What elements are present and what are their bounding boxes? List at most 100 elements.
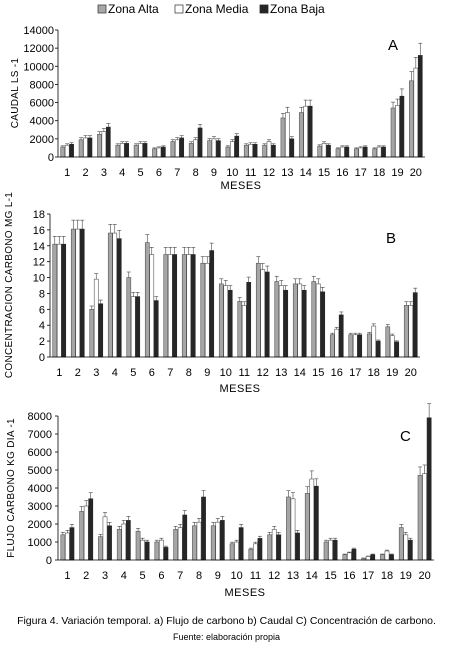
panel-a-x-tick-label: 11	[245, 167, 256, 179]
panel-a-bar-zona-media	[138, 143, 143, 158]
panel-c-bar-zona-alta	[135, 530, 141, 561]
panel-a-bar-zona-media	[266, 141, 272, 158]
panel-c-bar-zona-alta	[98, 536, 103, 561]
panel-a-y-tick-label: 14000	[23, 25, 54, 37]
panel-b-x-tick-label: 2	[75, 367, 81, 379]
panel-c-y-tick-label: 5000	[28, 465, 52, 477]
panel-a-bar-zona-alta	[390, 107, 396, 158]
panel-b-y-tick-label: 10	[33, 273, 45, 285]
panel-c-bar-zona-media	[65, 532, 70, 561]
panel-b-bar-zona-alta	[89, 309, 95, 358]
panel-c-bar-zona-alta	[417, 475, 423, 561]
panel-a-bar-zona-baja	[289, 138, 295, 158]
panel-a-bar-zona-media	[119, 143, 125, 158]
panel-a-bar-zona-alta	[97, 134, 102, 158]
panel-a-x-tick-label: 7	[174, 167, 180, 179]
panel-c-bar-zona-baja	[219, 520, 225, 561]
panel-b-bar-zona-media	[186, 254, 192, 358]
panel-c-bar-zona-alta	[342, 554, 348, 561]
panel-c-x-tick-label: 18	[381, 570, 393, 582]
panel-a-bar-zona-alta	[170, 141, 176, 158]
panel-c-x-tick-label: 1	[64, 570, 70, 582]
panel-c-x-tick-label: 20	[418, 570, 430, 582]
panel-c-bar-zona-media	[365, 556, 371, 561]
panel-c-bar-zona-baja	[370, 554, 376, 561]
panel-c-bar-zona-media	[403, 534, 409, 561]
panel-b-x-tick-label: 11	[239, 367, 250, 379]
panel-a-y-axis-label: CAUDAL LS -1	[10, 58, 21, 129]
panel-b-bar-zona-baja	[227, 289, 233, 358]
panel-a-bar-zona-alta	[133, 144, 139, 158]
panel-b-bar-zona-media	[75, 228, 81, 358]
panel-b-bar-zona-baja	[283, 289, 289, 358]
panel-b-bar-zona-baja	[79, 228, 85, 358]
panel-c-y-tick-label: 0	[46, 555, 52, 567]
panel-b-x-tick-label: 10	[220, 367, 232, 379]
panel-c-bar-zona-baja	[201, 496, 206, 561]
panel-b-bar-zona-baja	[61, 243, 67, 358]
panel-a-bar-zona-media	[101, 131, 107, 158]
panel-a-letter: A	[388, 37, 398, 54]
panel-a-bar-zona-media	[395, 104, 400, 158]
figure-caption: Figura 4. Variación temporal. a) Flujo d…	[17, 615, 436, 627]
panel-b-bar-zona-baja	[320, 291, 326, 358]
panel-b-bar-zona-alta	[348, 334, 354, 358]
panel-c-bar-zona-alta	[398, 527, 404, 561]
panel-c-x-tick-label: 9	[215, 570, 221, 582]
panel-b-bar-zona-media	[334, 328, 340, 358]
panel-a-bar-zona-alta	[115, 144, 121, 158]
panel-b-y-tick-label: 4	[39, 320, 45, 332]
panel-c-bar-zona-media	[159, 539, 164, 561]
panel-c-x-axis-label: MESES	[224, 587, 265, 599]
panel-b-x-tick-label: 19	[386, 367, 398, 379]
panel-a-bar-zona-baja	[234, 135, 240, 158]
panel-a-bar-zona-alta	[188, 143, 194, 158]
panel-b-x-tick-label: 3	[93, 367, 99, 379]
panel-b-x-tick-label: 1	[56, 367, 62, 379]
panel-b-x-tick-label: 14	[294, 367, 306, 379]
panel-a-bar-zona-baja	[307, 105, 313, 158]
panel-b-bar-zona-alta	[200, 262, 206, 358]
panel-b-bar-zona-baja	[116, 238, 122, 358]
panel-c-bar-zona-baja	[125, 520, 131, 561]
panel-c-bar-zona-alta	[79, 511, 85, 561]
legend-swatch-zona-media	[174, 4, 184, 14]
panel-a-bar-zona-alta	[409, 80, 414, 158]
panel-a-bar-zona-alta	[152, 148, 157, 158]
panel-b-letter: B	[386, 230, 396, 247]
panel-b-y-tick-label: 6	[39, 304, 45, 316]
panel-c-y-tick-label: 3000	[28, 501, 52, 513]
panel-c-bar-zona-media	[384, 550, 390, 561]
panel-b-x-tick-label: 6	[149, 367, 155, 379]
panel-b-bar-zona-media	[112, 232, 118, 358]
legend-label-zona-baja: Zona Baja	[270, 2, 325, 16]
panel-c-bar-zona-alta	[60, 534, 66, 561]
panel-c-bar-zona-media	[83, 505, 89, 561]
panel-b-x-tick-label: 17	[349, 367, 361, 379]
panel-a-y-tick-label: 4000	[30, 116, 54, 128]
panel-c-bar-zona-alta	[267, 534, 273, 561]
panel-a-x-tick-label: 13	[281, 167, 293, 179]
panel-a-bar-zona-media	[156, 147, 162, 158]
panel-a-x-tick-label: 9	[211, 167, 217, 179]
panel-c-bar-zona-baja	[426, 417, 432, 561]
panel-b-bar-zona-baja	[172, 254, 178, 358]
panel-c-bar-zona-alta	[286, 496, 291, 561]
panel-a-x-tick-label: 14	[300, 167, 312, 179]
panel-b-bar-zona-alta	[255, 262, 261, 358]
panel-c-bar-zona-media	[422, 473, 427, 561]
panel-b-bar-zona-baja	[135, 296, 141, 358]
panel-b-bar-zona-alta	[237, 301, 243, 358]
legend-label-zona-alta: Zona Alta	[108, 2, 159, 16]
panel-b-bar-zona-alta	[311, 281, 317, 358]
panel-b-bar-zona-media	[297, 283, 303, 358]
panel-c-y-tick-label: 4000	[28, 483, 52, 495]
panel-b-x-tick-label: 4	[112, 367, 118, 379]
panel-a-bar-zona-alta	[335, 148, 341, 158]
legend-swatch-zona-alta	[97, 4, 107, 14]
panel-c-bar-zona-media	[177, 527, 183, 561]
panel-a-bar-zona-baja	[216, 140, 221, 158]
